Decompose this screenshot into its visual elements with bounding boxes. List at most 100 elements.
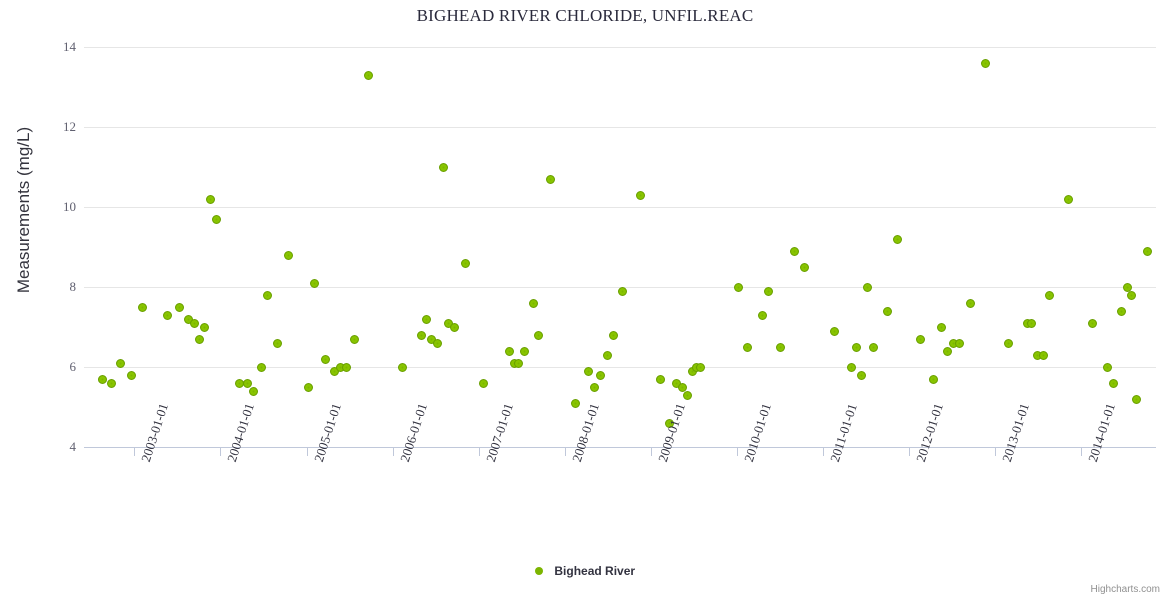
chart-title: BIGHEAD RIVER CHLORIDE, UNFIL.REAC xyxy=(416,6,754,25)
scatter-point[interactable] xyxy=(283,250,293,260)
scatter-point[interactable] xyxy=(195,334,205,344)
scatter-point[interactable] xyxy=(206,194,216,204)
scatter-point[interactable] xyxy=(162,310,172,320)
scatter-point[interactable] xyxy=(882,306,892,316)
scatter-point[interactable] xyxy=(583,366,593,376)
scatter-point[interactable] xyxy=(664,418,674,428)
scatter-point[interactable] xyxy=(528,298,538,308)
scatter-point[interactable] xyxy=(608,330,618,340)
scatter-point[interactable] xyxy=(422,314,432,324)
scatter-point[interactable] xyxy=(852,342,862,352)
scatter-point[interactable] xyxy=(570,398,580,408)
scatter-point[interactable] xyxy=(248,386,258,396)
scatter-point[interactable] xyxy=(417,330,427,340)
scatter-point[interactable] xyxy=(1109,378,1119,388)
scatter-point[interactable] xyxy=(943,346,953,356)
scatter-point[interactable] xyxy=(1038,350,1048,360)
scatter-point[interactable] xyxy=(432,338,442,348)
scatter-point[interactable] xyxy=(533,330,543,340)
scatter-point[interactable] xyxy=(1143,246,1153,256)
scatter-point[interactable] xyxy=(304,382,314,392)
legend-item-bighead-river[interactable]: Bighead River xyxy=(534,562,636,580)
scatter-point[interactable] xyxy=(397,362,407,372)
scatter-point[interactable] xyxy=(1116,306,1126,316)
scatter-point[interactable] xyxy=(1045,290,1054,300)
scatter-point[interactable] xyxy=(742,342,752,352)
scatter-point[interactable] xyxy=(263,290,273,300)
scatter-point[interactable] xyxy=(98,374,108,384)
scatter-point[interactable] xyxy=(937,322,947,332)
scatter-point[interactable] xyxy=(799,262,809,272)
scatter-point[interactable] xyxy=(789,246,799,256)
scatter-point[interactable] xyxy=(954,338,964,348)
scatter-point[interactable] xyxy=(758,310,768,320)
scatter-point[interactable] xyxy=(116,358,126,368)
y-tick-label-4: 4 xyxy=(69,439,77,454)
scatter-point[interactable] xyxy=(1027,318,1037,328)
legend-item-label: Bighead River xyxy=(554,563,636,578)
scatter-point[interactable] xyxy=(603,350,612,360)
y-tick-label-14: 14 xyxy=(63,39,76,54)
scatter-point[interactable] xyxy=(1132,394,1142,404)
scatter-point[interactable] xyxy=(460,258,470,268)
scatter-point[interactable] xyxy=(243,378,252,388)
gridline-y-12 xyxy=(84,127,1156,128)
scatter-point[interactable] xyxy=(775,342,785,352)
scatter-point[interactable] xyxy=(869,342,879,352)
scatter-point[interactable] xyxy=(190,318,200,328)
x-tick-mark-2012-01-01 xyxy=(908,447,910,456)
scatter-point[interactable] xyxy=(1088,318,1098,328)
scatter-point[interactable] xyxy=(696,362,706,372)
scatter-point[interactable] xyxy=(1064,194,1074,204)
scatter-point[interactable] xyxy=(127,370,137,380)
scatter-point[interactable] xyxy=(1004,338,1014,348)
scatter-point[interactable] xyxy=(106,378,116,388)
scatter-point[interactable] xyxy=(1122,282,1132,292)
scatter-point[interactable] xyxy=(310,278,320,288)
scatter-point[interactable] xyxy=(617,286,627,296)
x-tick-mark-2014-01-01 xyxy=(1081,447,1083,456)
scatter-point[interactable] xyxy=(478,378,488,388)
scatter-point[interactable] xyxy=(980,58,990,68)
scatter-point[interactable] xyxy=(682,390,692,400)
credits-link[interactable]: Highcharts.com xyxy=(1090,584,1160,595)
scatter-point[interactable] xyxy=(589,382,599,392)
scatter-point[interactable] xyxy=(1126,290,1136,300)
scatter-point[interactable] xyxy=(273,338,283,348)
scatter-point[interactable] xyxy=(199,322,209,332)
gridline-y-10 xyxy=(84,207,1156,208)
scatter-point[interactable] xyxy=(893,234,903,244)
scatter-point[interactable] xyxy=(545,174,555,184)
scatter-point[interactable] xyxy=(320,354,330,364)
scatter-point[interactable] xyxy=(138,302,148,312)
x-axis-line xyxy=(84,447,1156,448)
scatter-point[interactable] xyxy=(449,322,459,332)
scatter-point[interactable] xyxy=(1103,362,1113,372)
scatter-point[interactable] xyxy=(857,370,867,380)
x-tick-mark-2013-01-01 xyxy=(995,447,997,456)
scatter-point[interactable] xyxy=(966,298,976,308)
scatter-point[interactable] xyxy=(439,162,449,172)
scatter-point[interactable] xyxy=(595,370,605,380)
scatter-point[interactable] xyxy=(830,326,840,336)
scatter-point[interactable] xyxy=(734,282,744,292)
scatter-point[interactable] xyxy=(846,362,856,372)
scatter-point[interactable] xyxy=(929,374,939,384)
scatter-point[interactable] xyxy=(763,286,773,296)
scatter-point[interactable] xyxy=(863,282,873,292)
scatter-point[interactable] xyxy=(655,374,665,384)
scatter-point[interactable] xyxy=(350,334,360,344)
scatter-point[interactable] xyxy=(520,346,530,356)
scatter-point[interactable] xyxy=(211,214,221,224)
scatter-point[interactable] xyxy=(504,346,514,356)
scatter-point[interactable] xyxy=(363,70,373,80)
scatter-point[interactable] xyxy=(636,190,646,200)
scatter-point[interactable] xyxy=(342,362,352,372)
scatter-point[interactable] xyxy=(174,302,184,312)
scatter-point[interactable] xyxy=(916,334,926,344)
y-tick-label-6: 6 xyxy=(69,359,77,374)
scatter-point[interactable] xyxy=(677,382,687,392)
scatter-point[interactable] xyxy=(514,358,524,368)
scatter-point[interactable] xyxy=(257,362,267,372)
